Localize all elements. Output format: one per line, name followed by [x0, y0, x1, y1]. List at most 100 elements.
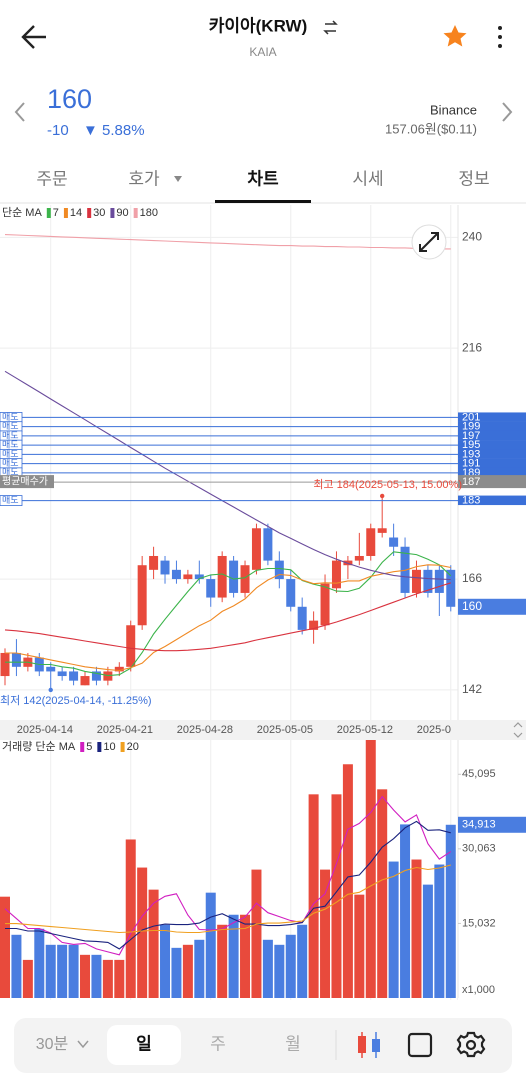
legend-entry: 5	[86, 741, 92, 753]
last-price-label: 160	[462, 599, 482, 613]
avg-price-tag	[0, 475, 54, 489]
sell-price-box	[458, 449, 526, 459]
volume-bar	[114, 959, 125, 998]
expand-button[interactable]	[411, 224, 447, 260]
legend-entry: 90	[116, 207, 128, 219]
volume-bar	[160, 924, 171, 998]
ma-line	[4, 234, 451, 250]
legend-label: 거래량 단순 MA	[2, 740, 76, 753]
tab[interactable]: 호가	[128, 169, 160, 188]
x-tick-label: 2025-0	[417, 724, 451, 736]
interval-select[interactable]: 30분	[36, 1036, 69, 1053]
avg-price-value: 187	[462, 476, 480, 488]
sell-price-box	[458, 440, 526, 450]
tab[interactable]: 차트	[247, 169, 279, 188]
candle-body	[354, 555, 364, 561]
ma-line	[5, 564, 451, 672]
x-tick-label: 2025-05-12	[337, 724, 393, 736]
coin-title: 카이아(KRW)	[209, 16, 308, 35]
legend-swatch	[133, 208, 138, 218]
candle-body	[80, 676, 90, 686]
prev-arrow[interactable]	[14, 102, 25, 122]
candle-body	[137, 565, 147, 626]
y-tick-label: 30,063	[462, 843, 496, 855]
candle-body	[114, 666, 124, 672]
candle-body	[0, 652, 10, 677]
volume-bar	[240, 914, 251, 998]
sell-price-label: 193	[462, 448, 480, 460]
period-button[interactable]: 월	[285, 1034, 301, 1053]
volume-bar	[34, 928, 45, 998]
volume-bar	[57, 944, 68, 998]
sell-price-label: 195	[462, 439, 480, 451]
tab[interactable]: 시세	[352, 169, 383, 188]
candle-body	[217, 555, 227, 598]
current-price: 160	[47, 84, 92, 114]
candle-body	[229, 560, 239, 593]
settings-button[interactable]	[456, 1031, 486, 1058]
exchange-name: Binance	[430, 102, 477, 117]
sell-order-label: 매도	[2, 467, 19, 477]
volume-bar	[102, 959, 113, 998]
legend-swatch	[80, 742, 85, 752]
volume-bar	[377, 789, 388, 998]
candle-body	[366, 528, 376, 556]
ma-line	[4, 370, 451, 581]
more-menu[interactable]	[498, 26, 502, 48]
tab[interactable]: 정보	[458, 169, 489, 188]
layout-button[interactable]	[407, 1032, 433, 1058]
volume-bar	[274, 944, 285, 998]
legend-swatch	[46, 208, 51, 218]
volume-bar	[251, 869, 262, 998]
ma-line	[5, 820, 451, 950]
next-arrow[interactable]	[502, 102, 513, 122]
swap-icon[interactable]	[323, 20, 338, 35]
sell-price-box	[458, 495, 526, 506]
legend-entry: 30	[93, 207, 105, 219]
y-tick-label: 240	[462, 229, 482, 243]
volume-bar	[217, 924, 228, 998]
ma-line	[4, 795, 452, 956]
candle-body	[274, 560, 284, 580]
y-tick-label: 142	[462, 682, 482, 696]
high-annotation: 최고 184(2025-05-13, 15.00%)	[313, 478, 462, 491]
volume-bar	[285, 934, 296, 998]
period-button[interactable]: 주	[210, 1034, 226, 1053]
volume-bar	[262, 939, 273, 998]
legend-swatch	[110, 208, 115, 218]
candle-body	[297, 606, 307, 630]
x-tick-label: 2025-05-05	[257, 724, 313, 736]
exchange-price: 157.06원($0.11)	[385, 121, 477, 136]
candle-body	[263, 528, 273, 561]
tab[interactable]: 주문	[36, 169, 67, 188]
volume-bar	[80, 954, 91, 998]
candle-body	[320, 583, 330, 626]
sell-order-label: 매도	[2, 421, 19, 431]
sell-price-label: 197	[462, 430, 480, 442]
period-button[interactable]: 일	[136, 1034, 152, 1053]
legend-swatch	[97, 742, 102, 752]
sell-price-label: 201	[462, 411, 480, 423]
candle-body	[240, 565, 250, 593]
sell-order-tag	[0, 495, 23, 506]
y-tick-label: 216	[462, 340, 482, 354]
back-button[interactable]	[21, 25, 46, 49]
selected-period	[107, 1025, 181, 1065]
candle-type-button[interactable]	[358, 1032, 380, 1058]
sell-order-label: 매도	[2, 449, 19, 459]
legend-entry: 180	[140, 207, 158, 219]
favorite-star[interactable]	[443, 25, 467, 47]
last-volume-box	[458, 816, 526, 833]
volume-bar	[422, 884, 433, 998]
candle-body	[160, 560, 170, 575]
volume-bar	[45, 944, 56, 998]
coin-symbol: KAIA	[249, 45, 276, 59]
volume-bar	[125, 839, 136, 998]
y-tick-label: 15,032	[462, 917, 496, 929]
volume-bar	[365, 740, 376, 998]
candle-body	[69, 671, 79, 681]
ma-line	[4, 582, 451, 652]
low-marker	[48, 687, 53, 693]
